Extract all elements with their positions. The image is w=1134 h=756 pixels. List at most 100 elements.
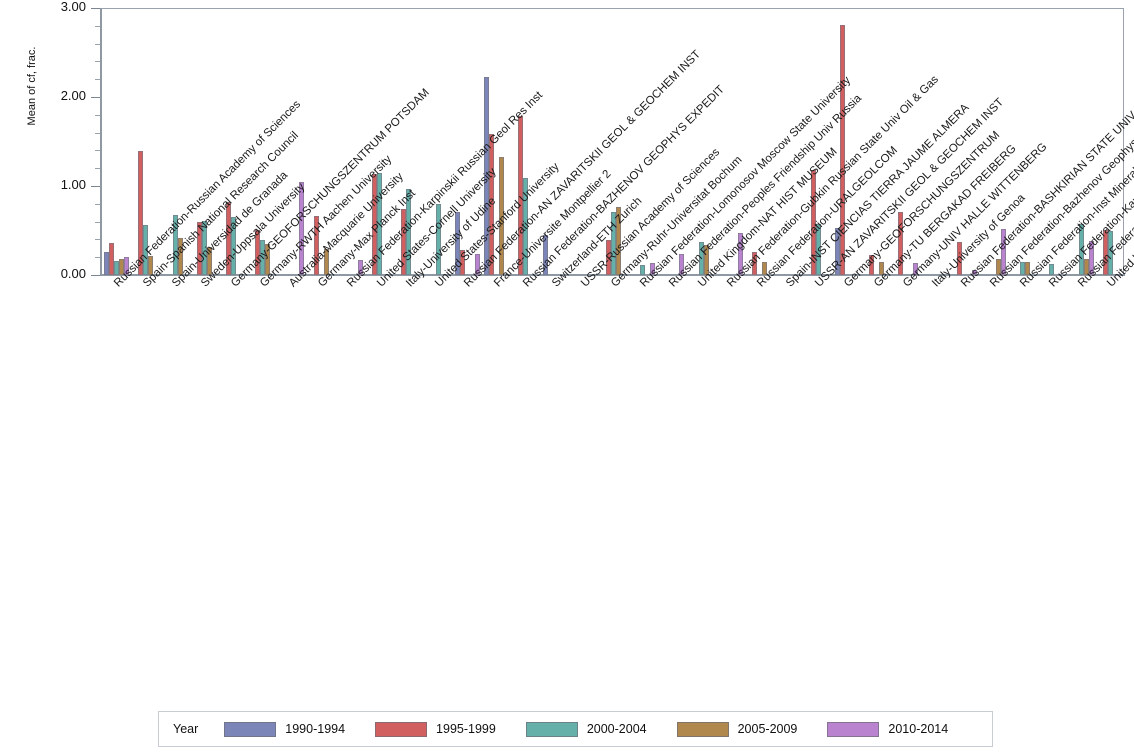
bar	[459, 250, 465, 275]
bar	[474, 253, 480, 275]
bar	[377, 172, 383, 275]
bar	[1088, 241, 1094, 275]
legend-item[interactable]: 1995-1999	[375, 721, 496, 737]
bar	[995, 258, 1001, 275]
bar	[879, 261, 885, 275]
y-tick-minor	[95, 79, 100, 81]
bar	[489, 133, 495, 275]
bar	[196, 221, 202, 275]
y-tick-minor	[95, 61, 100, 63]
legend-color-swatch	[676, 721, 729, 737]
y-tick-minor	[95, 132, 100, 134]
bar	[1102, 229, 1108, 275]
y-tick-mark	[91, 8, 100, 9]
y-tick-mark	[91, 97, 100, 98]
y-axis-line	[100, 8, 102, 276]
bar	[143, 225, 149, 275]
legend-item[interactable]: 2005-2009	[676, 721, 798, 737]
bar	[518, 115, 524, 275]
bar	[616, 207, 621, 275]
legend-color-swatch	[375, 721, 428, 737]
legend-item[interactable]: 2000-2004	[525, 721, 647, 737]
y-tick-label: 0.00	[60, 266, 86, 281]
bar	[231, 217, 237, 275]
bar	[435, 203, 441, 275]
y-tick-mark	[91, 186, 100, 187]
y-tick-minor	[95, 168, 100, 170]
legend-label: 2005-2009	[737, 722, 798, 736]
bar	[313, 216, 319, 275]
bar	[956, 242, 962, 275]
bar	[104, 251, 110, 275]
y-tick-minor	[95, 221, 100, 223]
bar	[834, 227, 840, 275]
bar	[898, 211, 904, 275]
bar	[650, 263, 656, 275]
y-tick-minor	[95, 43, 100, 45]
legend: Year 1990-1994 1995-1999 2000-2004 2005-200…	[158, 711, 993, 747]
bar	[640, 265, 646, 275]
bar	[114, 260, 120, 275]
bars-layer	[101, 8, 1124, 275]
bar	[1020, 261, 1026, 275]
bar	[372, 173, 378, 275]
bar	[499, 156, 505, 275]
bar	[226, 202, 232, 275]
legend-label: 2010-2014	[888, 722, 949, 736]
bar	[265, 243, 271, 275]
bar	[454, 211, 460, 275]
bar	[810, 169, 816, 275]
bar	[869, 255, 875, 275]
bar	[971, 269, 977, 275]
bar	[172, 215, 178, 275]
bar	[752, 251, 758, 275]
bar	[119, 258, 125, 275]
y-axis-title: Mean of cf, frac.	[26, 46, 38, 126]
bar	[679, 253, 685, 275]
bar	[1025, 261, 1031, 275]
legend-item[interactable]: 2010-2014	[827, 721, 949, 737]
bar	[255, 229, 261, 275]
bar	[357, 259, 363, 275]
bar	[611, 211, 616, 275]
bar	[762, 261, 768, 275]
bar	[109, 242, 115, 275]
bar	[177, 237, 183, 275]
legend-item[interactable]: 1990-1994	[224, 721, 346, 737]
bar	[1083, 258, 1089, 275]
bar	[484, 76, 490, 275]
y-tick-mark	[91, 275, 100, 276]
bar	[401, 209, 407, 275]
bar	[299, 181, 305, 275]
bar	[406, 188, 412, 275]
y-tick-minor	[95, 150, 100, 152]
bar	[323, 249, 329, 275]
bar	[815, 224, 821, 275]
bar	[737, 233, 743, 275]
legend-color-swatch	[525, 721, 578, 737]
legend-label: 1990-1994	[285, 722, 346, 736]
bar	[201, 220, 207, 275]
bar	[1000, 228, 1006, 275]
bar	[913, 262, 919, 275]
y-tick-label: 2.00	[60, 88, 86, 103]
bar	[206, 247, 212, 275]
bar	[606, 240, 611, 275]
bar	[1078, 224, 1084, 275]
bar	[698, 242, 704, 275]
bar	[523, 178, 529, 275]
y-tick-minor	[95, 25, 100, 27]
y-tick-minor	[95, 239, 100, 241]
bar	[1049, 264, 1055, 275]
legend-color-swatch	[224, 721, 277, 737]
bar	[124, 257, 130, 275]
legend-color-swatch	[827, 721, 880, 737]
x-axis-line	[101, 274, 1125, 276]
bar	[148, 256, 154, 275]
legend-label: 1995-1999	[436, 722, 496, 736]
legend-label: 2000-2004	[586, 722, 647, 736]
y-tick-minor	[95, 114, 100, 116]
bar	[138, 151, 144, 275]
bar	[260, 240, 266, 275]
